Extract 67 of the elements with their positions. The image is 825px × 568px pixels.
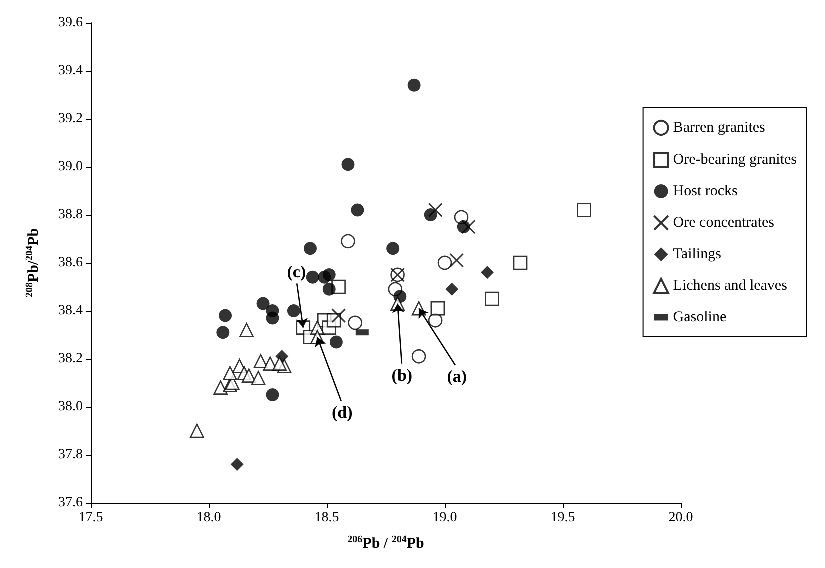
point <box>408 78 421 92</box>
legend-label: Tailings <box>673 246 722 262</box>
point <box>287 304 300 318</box>
point <box>322 282 336 296</box>
y-tick-label: 38.0 <box>58 400 83 414</box>
y-tick-label: 39.4 <box>58 64 83 78</box>
point <box>485 292 500 306</box>
annotation: (a) <box>447 367 468 386</box>
point <box>446 282 459 296</box>
legend-label: Gasoline <box>673 310 727 326</box>
point <box>577 203 592 218</box>
y-tick-label: 39.6 <box>58 16 83 30</box>
point <box>480 266 494 280</box>
legend-label: Ore-bearing granites <box>673 152 798 168</box>
point <box>461 220 476 234</box>
x-tick-label: 19.5 <box>550 510 576 526</box>
y-tick-label: 38.8 <box>58 208 83 222</box>
x-tick-label: 20.0 <box>668 510 694 526</box>
point <box>513 256 528 270</box>
point <box>242 368 256 383</box>
point <box>342 158 355 172</box>
y-tick-label: 38.6 <box>58 256 83 270</box>
point <box>219 309 232 322</box>
point <box>254 354 268 369</box>
annotation: (b) <box>392 366 413 385</box>
point <box>223 366 238 381</box>
point <box>351 204 364 217</box>
point <box>438 256 452 270</box>
point <box>332 308 346 324</box>
point <box>306 270 320 284</box>
point <box>190 424 204 438</box>
point <box>450 253 464 268</box>
point <box>341 234 356 249</box>
x-tick-label: 18.5 <box>314 510 340 526</box>
point <box>330 336 343 349</box>
y-tick-label: 38.2 <box>58 352 83 366</box>
legend-label: Ore concentrates <box>673 215 775 231</box>
point <box>322 268 336 282</box>
y-tick-label: 37.6 <box>58 496 83 510</box>
annotation: (c) <box>287 262 306 282</box>
x-tick-label: 19.0 <box>432 510 458 526</box>
x-tick-label: 17.5 <box>78 510 104 526</box>
point <box>256 297 270 310</box>
legend-label: Lichens and leaves <box>673 278 788 294</box>
legend-label: Barren granites <box>673 120 766 136</box>
point <box>348 316 362 330</box>
point <box>386 242 400 256</box>
point <box>216 326 230 340</box>
y-tick-label: 38.4 <box>58 304 83 318</box>
point <box>214 380 228 395</box>
point <box>428 202 443 218</box>
x-tick-label: 18.0 <box>196 510 222 526</box>
y-tick-label: 39.0 <box>58 160 83 174</box>
annotation: (d) <box>332 402 353 422</box>
point <box>430 301 446 316</box>
point <box>230 458 244 472</box>
point <box>272 356 287 371</box>
point <box>251 371 266 386</box>
y-axis-title: 208Pb/204Pb <box>24 228 42 298</box>
y-tick-label: 37.8 <box>58 448 83 462</box>
point <box>266 388 280 402</box>
y-tick-label: 39.2 <box>58 112 83 126</box>
point <box>412 349 426 364</box>
point <box>240 323 254 338</box>
legend-label: Host rocks <box>673 184 738 200</box>
point <box>304 242 317 256</box>
point <box>266 312 280 325</box>
